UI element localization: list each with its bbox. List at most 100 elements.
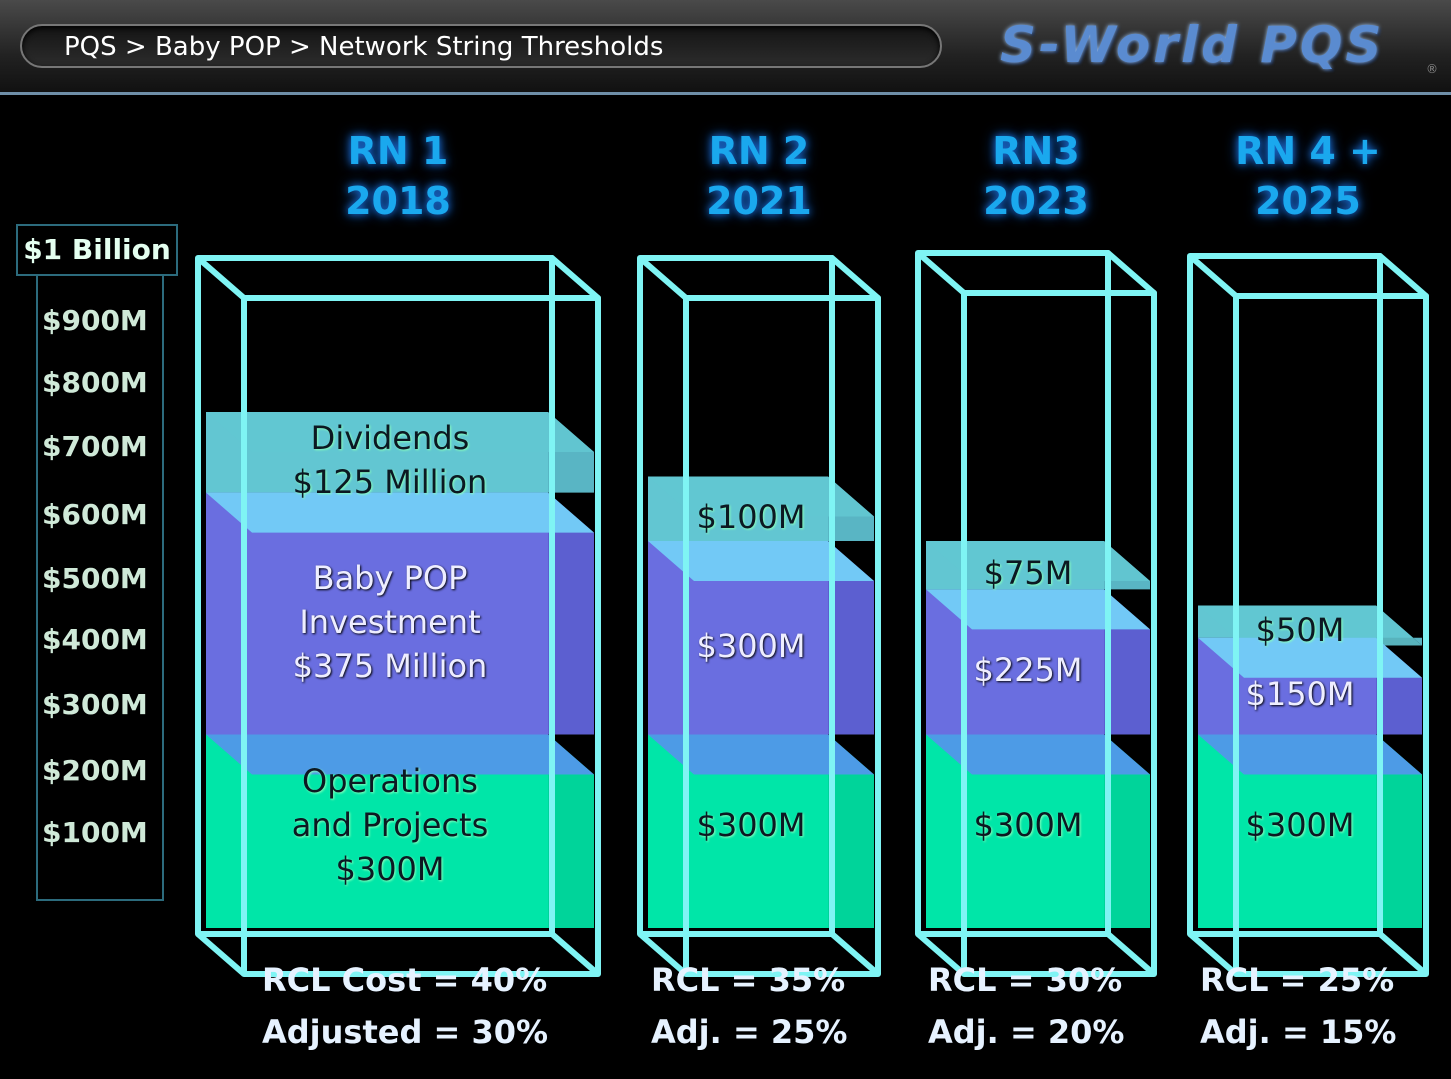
segment-label-div: $100M [696,495,805,539]
segment-label-div: $50M [1256,608,1345,652]
bar-band-ops-inv [648,734,874,775]
column-footer-line: Adj. = 15% [1200,1013,1397,1051]
y-tick-label: $500M [42,562,148,595]
y-tick-label: $700M [42,430,148,463]
segment-label-line: $150M [1245,675,1355,714]
glass-top-rim [638,255,881,301]
y-tick-label: $200M [42,754,148,787]
y-tick-label: $600M [42,498,148,531]
y-axis-top-label: $1 Billion [16,224,178,276]
glass-edge [196,931,246,977]
segment-label-line: and Projects [291,806,489,845]
column-footer-line: RCL Cost = 40% [262,961,548,999]
glass-edge [1106,931,1156,977]
segment-label-ops: $300M [973,803,1082,847]
segment-label-line: $100M [696,497,806,536]
glass-edge [1378,931,1428,977]
segment-label-line: $50M [1255,610,1345,649]
segment-label-div: Dividends $125 Million [293,416,488,504]
glass-front-face [1187,253,1383,937]
column-title: RN 1 2018 [278,126,518,226]
segment-label-line: Operations [302,762,478,801]
y-tick-label: $300M [42,688,148,721]
bar-band-inv-div [206,492,594,533]
bar-segment-side-inv [548,492,594,735]
bar-top-surface [206,412,594,452]
segment-label-line: Baby POP [312,558,468,597]
bar-band-ops-inv [926,734,1150,775]
column-title-name: RN 1 [347,129,449,173]
segment-label-line: $75M [983,554,1073,593]
glass-edge [916,931,966,977]
bar-segment-inv [206,492,548,735]
segment-label-ops: $300M [696,803,805,847]
segment-label-ops: $300M [1245,803,1354,847]
glass-edge [1188,931,1238,977]
y-tick-label: $100M [42,816,148,849]
bar-band-ops-inv [1198,734,1422,775]
glass-front-face [637,255,835,937]
segment-label-line: $300M [1245,806,1355,845]
segment-label-line: $300M [335,850,445,889]
bar-top-surface [926,541,1150,581]
bar-segment-side-ops [1104,734,1150,928]
breadcrumb-container [20,24,942,68]
segment-label-line: $125 Million [292,463,488,502]
bar-top-surface [648,476,874,517]
segment-label-line: $225M [973,650,1083,689]
segment-label-line: $375 Million [292,646,488,685]
segment-label-inv: $225M [973,648,1082,692]
glass-top-rim [196,255,601,301]
column-title-year: 2018 [345,179,451,223]
column-footer-line: Adj. = 25% [651,1013,848,1051]
bar-segment-side-ops [548,734,594,928]
column-title-year: 2023 [983,179,1089,223]
y-axis-frame [36,276,164,901]
column-footer-line: Adjusted = 30% [262,1013,549,1051]
glass-front-face [195,255,555,937]
bar-band-inv-div [648,541,874,581]
column-title-name: RN3 [992,129,1080,173]
column-footer: RCL = 30% Adj. = 20% [928,954,1124,1058]
title-bar-divider [0,92,1451,95]
glass-back-face [241,295,601,977]
bar-band-inv-div [926,589,1150,630]
column-footer-line: Adj. = 20% [928,1013,1125,1051]
segment-label-inv: Baby POP Investment $375 Million [293,556,488,688]
column-footer: RCL = 25% Adj. = 15% [1200,954,1396,1058]
bar-segment-side-ops [1376,734,1422,928]
segment-label-line: Investment [299,602,481,641]
glass-back-face [1233,293,1429,977]
segment-label-inv: $150M [1245,672,1354,716]
breadcrumb: PQS > Baby POP > Network String Threshol… [64,32,664,62]
column-footer-line: RCL = 25% [1200,961,1395,999]
brand-logo: S-World PQS [1000,16,1385,74]
y-tick-label: $900M [42,304,148,337]
segment-label-inv: $300M [696,624,805,668]
bar-band-ops-inv [206,734,594,775]
glass-edge [830,931,880,977]
glass-top-rim [916,250,1157,296]
column-footer-line: RCL = 30% [928,961,1123,999]
column-footer: RCL = 35% Adj. = 25% [651,954,847,1058]
glass-top-rim [1188,253,1429,299]
segment-label-ops: Operations and Projects $300M [292,759,489,891]
glass-edge [550,931,600,977]
y-tick-label: $400M [42,623,148,656]
bar-band-inv-div [1198,637,1422,678]
segment-label-line: $300M [973,806,1083,845]
column-footer-line: RCL = 35% [651,961,846,999]
bar-segment-side-ops [828,734,874,928]
column-title-name: RN 4 + [1235,129,1381,173]
column-title: RN3 2023 [916,126,1156,226]
registered-mark: ® [1426,62,1438,76]
column-title: RN 4 + 2025 [1188,126,1428,226]
segment-label-line: $300M [696,806,806,845]
y-tick-label: $800M [42,366,148,399]
segment-label-line: Dividends [310,419,470,458]
segment-label-line: $300M [696,626,806,665]
glass-back-face [683,295,881,977]
column-title-name: RN 2 [708,129,810,173]
column-title: RN 2 2021 [639,126,879,226]
